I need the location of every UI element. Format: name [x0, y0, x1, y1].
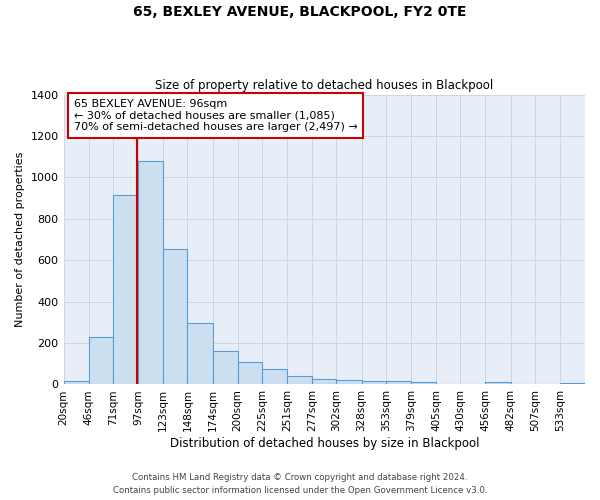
- X-axis label: Distribution of detached houses by size in Blackpool: Distribution of detached houses by size …: [170, 437, 479, 450]
- Bar: [238, 362, 262, 384]
- Bar: [89, 337, 113, 384]
- Text: 65 BEXLEY AVENUE: 96sqm
← 30% of detached houses are smaller (1,085)
70% of semi: 65 BEXLEY AVENUE: 96sqm ← 30% of detache…: [74, 99, 358, 132]
- Bar: [212, 352, 238, 384]
- Bar: [262, 369, 287, 384]
- Bar: [113, 195, 138, 384]
- Bar: [362, 380, 386, 384]
- Bar: [187, 324, 212, 384]
- Bar: [287, 376, 312, 384]
- Bar: [138, 161, 163, 384]
- Bar: [312, 378, 337, 384]
- Bar: [485, 382, 511, 384]
- Bar: [337, 380, 362, 384]
- Title: Size of property relative to detached houses in Blackpool: Size of property relative to detached ho…: [155, 79, 493, 92]
- Text: 65, BEXLEY AVENUE, BLACKPOOL, FY2 0TE: 65, BEXLEY AVENUE, BLACKPOOL, FY2 0TE: [133, 5, 467, 19]
- Bar: [386, 382, 411, 384]
- Bar: [411, 382, 436, 384]
- Bar: [163, 249, 187, 384]
- Bar: [64, 382, 89, 384]
- Text: Contains HM Land Registry data © Crown copyright and database right 2024.
Contai: Contains HM Land Registry data © Crown c…: [113, 474, 487, 495]
- Y-axis label: Number of detached properties: Number of detached properties: [15, 152, 25, 327]
